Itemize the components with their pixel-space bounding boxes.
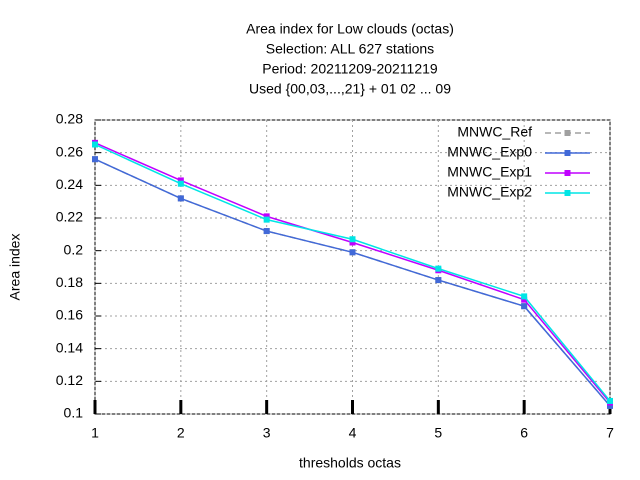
x-tick-label: 7	[606, 425, 614, 441]
chart-title: Period: 20211209-20211219	[262, 61, 438, 77]
legend-marker	[564, 170, 571, 176]
x-tick-label: 1	[91, 425, 99, 441]
point	[349, 249, 356, 256]
x-tick-label: 5	[434, 425, 442, 441]
point	[263, 216, 270, 223]
y-tick-label: 0.16	[56, 307, 83, 323]
y-tick-label: 0.1	[64, 405, 84, 421]
point	[521, 303, 528, 310]
x-axis-label: thresholds octas	[299, 455, 401, 471]
legend-label: MNWC_Ref	[457, 124, 532, 140]
point	[521, 293, 528, 300]
legend-label: MNWC_Exp1	[447, 164, 532, 180]
chart-title: Selection: ALL 627 stations	[266, 41, 434, 57]
point	[263, 213, 270, 220]
point	[263, 228, 270, 235]
chart-title: Area index for Low clouds (octas)	[246, 21, 454, 37]
x-tick-label: 3	[263, 425, 271, 441]
y-tick-label: 0.2	[64, 241, 84, 257]
point	[92, 141, 98, 148]
y-tick-label: 0.14	[56, 339, 83, 355]
point	[607, 397, 613, 404]
y-tick-label: 0.24	[56, 176, 83, 192]
point	[435, 277, 442, 284]
x-tick-label: 2	[177, 425, 185, 441]
legend-marker	[564, 190, 571, 196]
point	[607, 402, 613, 409]
legend-marker	[564, 150, 571, 156]
legend-label: MNWC_Exp0	[447, 144, 532, 160]
y-tick-label: 0.18	[56, 274, 83, 290]
point	[177, 177, 184, 184]
series-line	[94, 143, 611, 402]
point	[521, 296, 528, 303]
y-tick-label: 0.28	[56, 111, 83, 127]
point	[349, 239, 356, 246]
y-tick-label: 0.22	[56, 209, 83, 225]
legend-label: MNWC_Exp2	[447, 184, 532, 200]
legend-marker	[564, 130, 571, 136]
point	[349, 236, 356, 243]
chart-title: Used {00,03,...,21} + 01 02 ... 09	[249, 81, 451, 97]
y-axis-label: Area index	[7, 234, 23, 301]
y-tick-label: 0.26	[56, 143, 83, 159]
x-tick-label: 4	[349, 425, 357, 441]
point	[92, 156, 98, 163]
point	[177, 195, 184, 202]
y-tick-label: 0.12	[56, 372, 83, 388]
x-tick-label: 6	[520, 425, 528, 441]
point	[435, 265, 442, 272]
point	[177, 180, 184, 187]
